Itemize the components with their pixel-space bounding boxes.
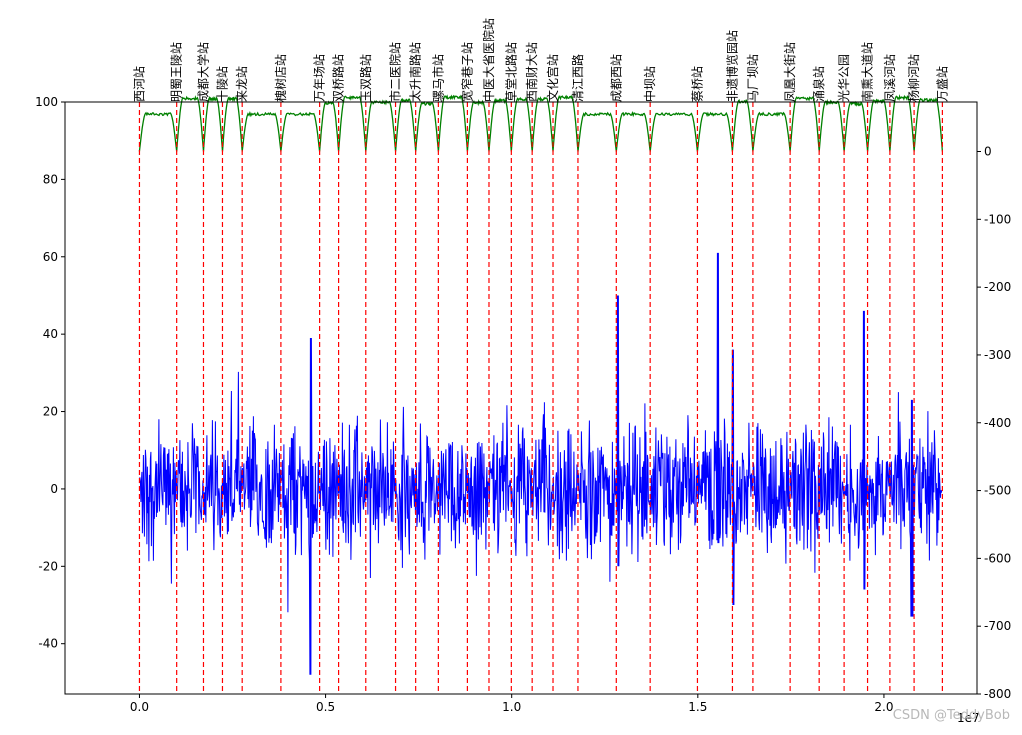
- station-label: 凤溪河站: [883, 54, 897, 102]
- y-right-tick-label: 0: [984, 145, 992, 159]
- watermark: CSDN @TeddyBob: [892, 708, 1010, 723]
- station-label: 槐树店站: [273, 54, 288, 102]
- station-label: 明蜀王陵站: [170, 42, 184, 102]
- station-label: 凤凰大街站: [783, 42, 797, 102]
- y-right-tick-label: -300: [984, 348, 1011, 362]
- y-right-tick-label: -200: [984, 280, 1011, 294]
- station-label: 非遗博览园站: [724, 30, 739, 102]
- y-left-tick-label: -20: [38, 559, 58, 573]
- station-lines-layer: [138, 102, 943, 694]
- x-tick-label: 1.5: [688, 700, 707, 714]
- speed-series-layer: [138, 94, 944, 152]
- y-right-tick-label: -100: [984, 212, 1011, 226]
- station-label: 西南财大站: [524, 42, 539, 102]
- y-left-tick-label: 40: [43, 327, 58, 341]
- y-right-tick-label: -400: [984, 416, 1011, 430]
- speed-series-line: [138, 94, 944, 152]
- station-label: 双桥路站: [331, 54, 346, 102]
- x-tick-label: 0.0: [130, 700, 149, 714]
- axes-layer: 0.0 0.5 1.0 1.5 2.0-40-20020406080100-800-70…: [35, 95, 1011, 714]
- vibration-series-line: [138, 252, 943, 675]
- y-left-tick-label: -40: [38, 637, 58, 651]
- station-label: 光华公园: [837, 54, 851, 102]
- station-label: 市二医院站: [388, 42, 403, 102]
- plot-frame: [64, 101, 978, 695]
- station-label: 成都西站: [609, 54, 623, 102]
- y-left-tick-label: 100: [35, 95, 58, 109]
- station-label: 蔡桥站: [690, 66, 704, 102]
- vibration-series-layer: [138, 252, 943, 675]
- station-label: 马厂坝站: [746, 54, 760, 102]
- y-left-tick-label: 80: [43, 172, 58, 186]
- y-left-tick-label: 20: [43, 405, 58, 419]
- station-label: 文化宫站: [545, 54, 560, 102]
- y-right-tick-label: -600: [984, 551, 1011, 565]
- station-label: 太升南路站: [408, 42, 423, 102]
- x-tick-label: 1.0: [502, 700, 521, 714]
- station-label: 骡马市站: [430, 54, 445, 102]
- y-left-tick-label: 0: [50, 482, 58, 496]
- y-right-tick-label: -700: [984, 619, 1011, 633]
- station-label: 十陵站: [215, 66, 229, 102]
- station-label: 宽窄巷子站: [459, 42, 474, 102]
- x-tick-label: 2.0: [874, 700, 893, 714]
- station-label: 万盛站: [934, 66, 949, 102]
- y-left-tick-label: 60: [43, 250, 58, 264]
- y-right-tick-label: -800: [984, 687, 1011, 701]
- x-tick-label: 0.5: [316, 700, 335, 714]
- station-labels-layer: 西河站 明蜀王陵站 成都大学站 十陵站 来龙站 槐树店站 万年场站 双桥路站 玉双路站 市二医院站…: [132, 18, 949, 102]
- x-offset-label: 1e7: [957, 711, 980, 725]
- station-label: 成都大学站: [195, 42, 210, 102]
- station-label: 清江西路: [570, 54, 585, 102]
- station-label: 万年场站: [313, 54, 327, 102]
- station-label: 草堂北路站: [503, 42, 518, 102]
- station-label: 杨柳河站: [906, 54, 921, 102]
- station-label: 玉双路站: [358, 54, 373, 102]
- station-label: 中医大省医院站: [481, 18, 496, 102]
- station-label: 南熏大道站: [860, 42, 875, 102]
- station-label: 涌泉站: [812, 66, 826, 102]
- y-right-tick-label: -500: [984, 484, 1011, 498]
- station-label: 来龙站: [235, 66, 249, 102]
- station-label: 中坝站: [642, 66, 657, 102]
- station-label: 西河站: [132, 66, 146, 102]
